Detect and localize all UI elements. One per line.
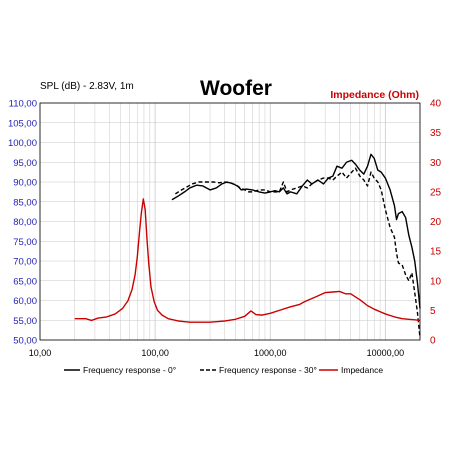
left-tick-label: 70,00 <box>13 257 37 268</box>
right-tick-label: 10 <box>430 276 442 287</box>
right-axis-label: Impedance (Ohm) <box>330 89 419 101</box>
x-axis-ticks: 10,00 100,00 1000,00 10000,00 <box>29 348 404 358</box>
right-tick-label: 15 <box>430 247 442 258</box>
right-axis-ticks: 0 5 10 15 20 25 30 35 40 <box>430 99 442 347</box>
right-tick-label: 5 <box>430 306 436 317</box>
left-axis-ticks: 50,00 55,00 60,00 65,00 70,00 75,00 80,00 85,00… <box>8 99 37 347</box>
x-tick-label: 10000,00 <box>367 348 405 358</box>
grid-lines <box>39 102 421 341</box>
right-tick-label: 20 <box>430 217 442 228</box>
legend-label-fr0: Frequency response - 0° <box>83 365 176 375</box>
legend: Frequency response - 0° Frequency respon… <box>64 365 383 375</box>
legend-item-fr0: Frequency response - 0° <box>64 365 176 375</box>
left-tick-label: 90,00 <box>13 178 37 189</box>
left-tick-label: 110,00 <box>9 99 37 110</box>
right-tick-label: 30 <box>430 158 442 169</box>
right-tick-label: 40 <box>430 99 442 110</box>
series-line-impedance <box>74 198 421 323</box>
left-tick-label: 55,00 <box>13 316 37 327</box>
legend-item-fr30: Frequency response - 30° <box>200 365 317 375</box>
series-line-fr30 <box>175 167 421 339</box>
left-tick-label: 95,00 <box>13 158 37 169</box>
legend-item-impedance: Impedance <box>319 365 383 375</box>
x-tick-label: 10,00 <box>29 348 52 358</box>
left-tick-label: 85,00 <box>13 197 37 208</box>
series-lines <box>74 153 421 339</box>
x-tick-label: 1000,00 <box>254 348 287 358</box>
left-tick-label: 100,00 <box>8 138 37 149</box>
left-tick-label: 50,00 <box>13 336 37 347</box>
right-tick-label: 35 <box>430 128 442 139</box>
left-tick-label: 75,00 <box>13 237 37 248</box>
legend-label-impedance: Impedance <box>341 365 383 375</box>
left-tick-label: 60,00 <box>13 296 37 307</box>
left-tick-label: 65,00 <box>13 276 37 287</box>
left-tick-label: 80,00 <box>13 217 37 228</box>
x-tick-label: 100,00 <box>141 348 169 358</box>
legend-label-fr30: Frequency response - 30° <box>219 365 317 375</box>
right-tick-label: 25 <box>430 187 442 198</box>
left-tick-label: 105,00 <box>8 118 37 129</box>
right-tick-label: 0 <box>430 336 436 347</box>
chart-title: Woofer <box>200 77 272 100</box>
left-axis-label: SPL (dB) - 2.83V, 1m <box>40 81 134 92</box>
series-line-fr0 <box>171 153 421 309</box>
plot-frame <box>39 102 421 341</box>
